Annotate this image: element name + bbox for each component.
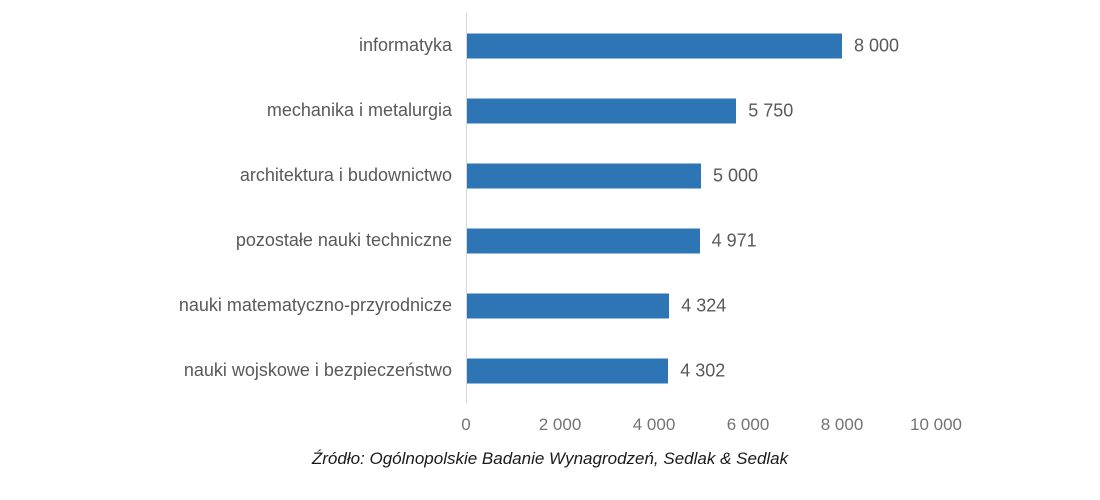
bar-rows: informatyka 8 000 mechanika i metalurgia…	[0, 13, 936, 403]
value-label: 5 750	[748, 100, 794, 120]
value-label: 4 302	[680, 360, 726, 380]
bar	[466, 228, 700, 253]
bar	[466, 33, 842, 58]
category-label: nauki matematyczno-przyrodnicze	[178, 295, 452, 315]
chart-area: informatyka 8 000 mechanika i metalurgia…	[0, 13, 962, 437]
source-caption: Źródło: Ogólnopolskie Badanie Wynagrodze…	[311, 449, 789, 468]
bar-row: pozostałe nauki techniczne 4 971	[0, 208, 936, 273]
bar-row: architektura i budownictwo 5 000	[0, 143, 936, 208]
bar-track: 4 302	[466, 338, 936, 403]
category-label: mechanika i metalurgia	[266, 100, 452, 120]
bar-track: 8 000	[466, 13, 936, 78]
y-axis-line	[466, 13, 467, 403]
category-label: pozostałe nauki techniczne	[235, 230, 452, 250]
x-tick-label: 0	[461, 415, 471, 434]
bar-row: informatyka 8 000	[0, 13, 936, 78]
category-label: architektura i budownictwo	[239, 165, 452, 185]
x-axis: 0 2 000 4 000 6 000 8 000 10 000	[461, 403, 962, 437]
bar	[466, 163, 701, 188]
bar-row: nauki matematyczno-przyrodnicze 4 324	[0, 273, 936, 338]
bar-track: 4 971	[466, 208, 936, 273]
bar-track: 4 324	[466, 273, 936, 338]
value-label: 4 971	[711, 230, 757, 250]
value-label: 5 000	[713, 165, 759, 185]
x-tick-label: 6 000	[726, 415, 770, 434]
bar-row: nauki wojskowe i bezpieczeństwo 4 302	[0, 338, 936, 403]
value-label: 4 324	[681, 295, 727, 315]
category-label: nauki wojskowe i bezpieczeństwo	[183, 360, 452, 380]
bar-row: mechanika i metalurgia 5 750	[0, 78, 936, 143]
bar-track: 5 000	[466, 143, 936, 208]
bar	[466, 293, 670, 318]
bar	[466, 98, 737, 123]
bar-track: 5 750	[466, 78, 936, 143]
x-tick-label: 4 000	[632, 415, 676, 434]
x-tick-label: 10 000	[910, 415, 962, 434]
category-label: informatyka	[358, 35, 452, 55]
x-tick-label: 2 000	[538, 415, 582, 434]
bar	[466, 358, 669, 383]
x-tick-label: 8 000	[820, 415, 864, 434]
value-label: 8 000	[854, 35, 900, 55]
